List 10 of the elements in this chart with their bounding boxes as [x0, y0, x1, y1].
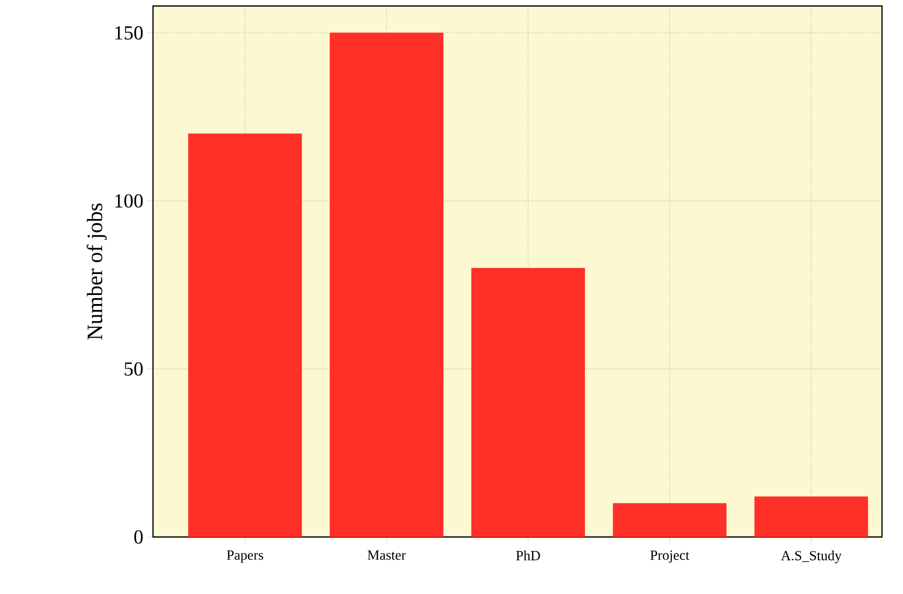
y-tick-label: 50 [124, 362, 143, 376]
x-tick-label: Master [368, 550, 406, 560]
x-tick-label: A.S_Study [780, 550, 842, 564]
y-tick-label: 0 [134, 530, 143, 544]
x-tick-label: PhD [516, 550, 540, 560]
y-tick-label: 100 [115, 194, 143, 208]
y-tick-label: 150 [115, 26, 143, 40]
y-axis-title: Number of jobs [86, 204, 107, 340]
x-tick-label: Project [650, 550, 690, 563]
x-tick-label: Papers [226, 550, 264, 563]
